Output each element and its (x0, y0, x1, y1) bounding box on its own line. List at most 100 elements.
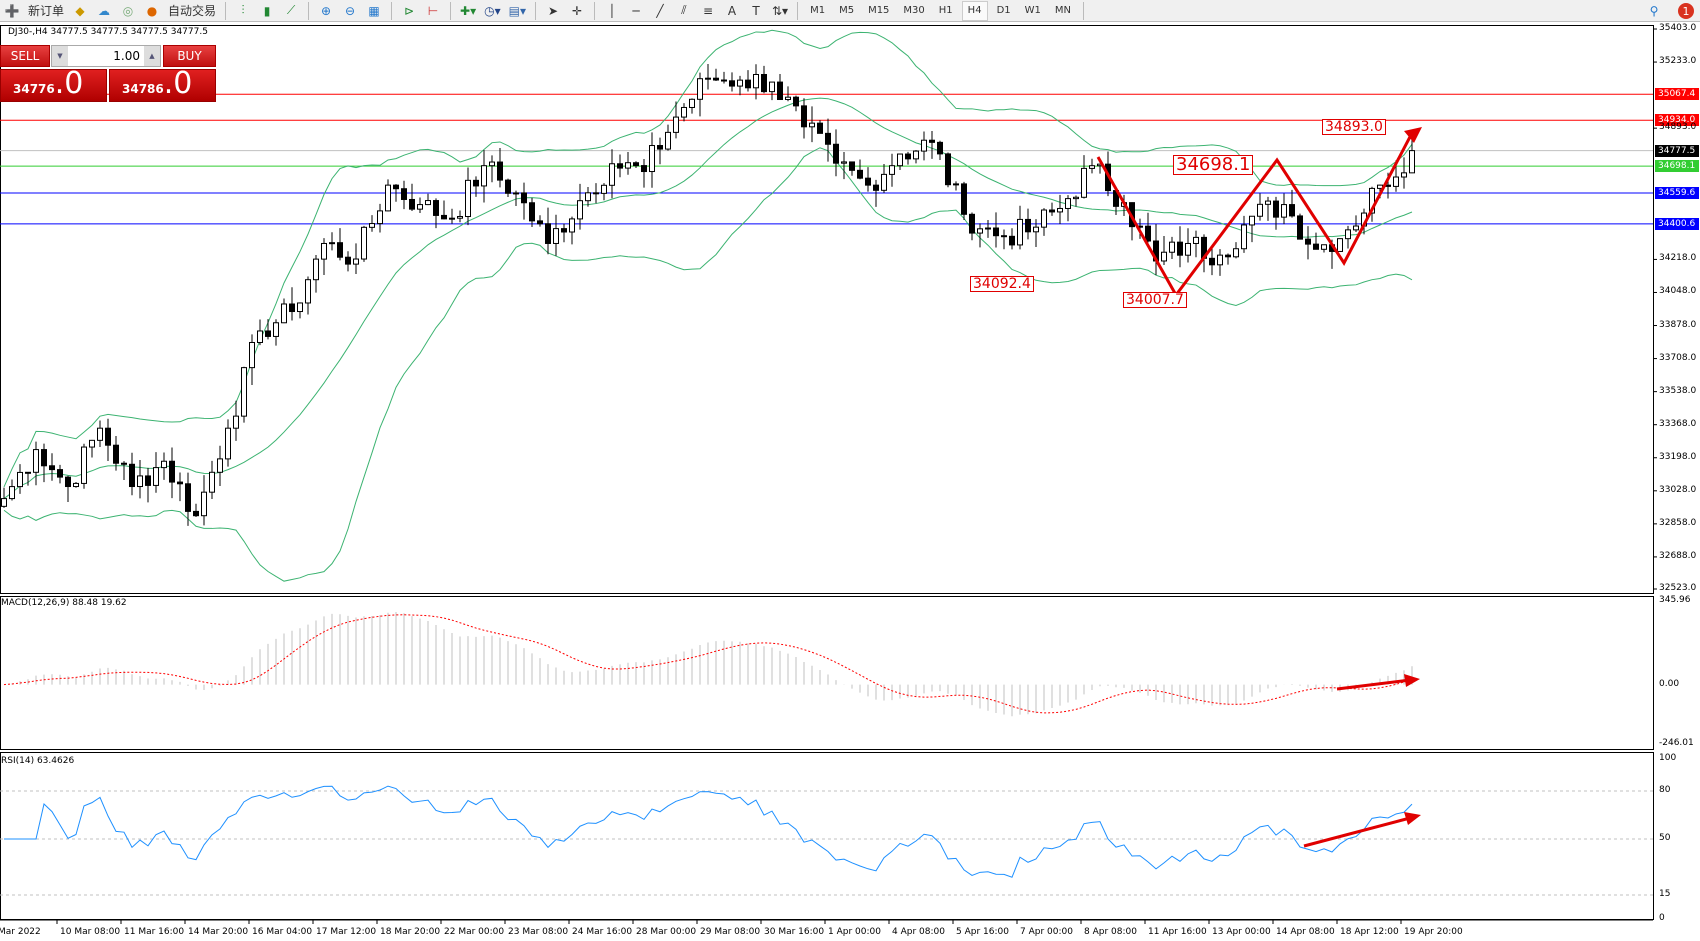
candle-bearish (825, 132, 831, 145)
buy-button[interactable]: BUY (163, 45, 216, 67)
autoscroll-icon[interactable]: ⊳ (404, 3, 415, 18)
decrease-lot-icon[interactable]: ▼ (52, 46, 68, 66)
vertical-line-icon[interactable]: │ (608, 3, 616, 18)
candle-bullish (1057, 207, 1063, 213)
candle-bearish (185, 483, 191, 512)
templates-icon[interactable]: ▤▾ (508, 3, 526, 18)
equidistant-channel-icon[interactable]: ⫽ (681, 3, 687, 17)
timeframe-d1[interactable]: D1 (996, 5, 1011, 16)
buy-price[interactable]: 34786.0 (109, 69, 216, 102)
candle-bullish (889, 165, 895, 175)
trendline-icon[interactable]: ╱ (656, 3, 664, 18)
price-axis-label: 34048.0 (1659, 286, 1697, 297)
annotation-34893[interactable]: 34893.0 (1322, 119, 1386, 135)
sell-price[interactable]: 34776.0 (0, 69, 107, 102)
annotation-34007[interactable]: 34007.7 (1123, 292, 1187, 308)
candle-bullish (689, 98, 695, 108)
main-panel (0, 25, 1654, 594)
timeframe-m15[interactable]: M15 (868, 5, 890, 16)
timeframe-m5[interactable]: M5 (839, 5, 855, 16)
candle-bearish (113, 444, 119, 464)
price-tag: 34559.6 (1655, 186, 1699, 199)
arrows-icon[interactable]: ⇅▾ (771, 3, 789, 18)
candle-bearish (105, 427, 111, 446)
tile-windows-icon[interactable]: ▦ (368, 3, 380, 18)
candle-bearish (1313, 243, 1319, 250)
bollinger-upper (3, 29, 1413, 488)
navigator-icon[interactable]: ☁ (98, 3, 111, 18)
auto-trading-button[interactable]: 自动交易 (168, 4, 217, 18)
candle-bullish (465, 179, 471, 218)
candle-bearish (849, 161, 855, 171)
annotation-34092[interactable]: 34092.4 (970, 276, 1034, 292)
timeframe-m1[interactable]: M1 (810, 5, 826, 16)
candle-bearish (905, 153, 911, 160)
signals-icon[interactable]: ◎ (122, 3, 134, 18)
right-tools: ⚲ 1 (1644, 0, 1694, 22)
candle-bearish (441, 214, 447, 220)
fibonacci-icon[interactable]: ≡ (702, 3, 714, 18)
candle-bearish (65, 476, 71, 488)
candle-bullish (241, 367, 247, 417)
candle-bearish (713, 77, 719, 81)
candle-bullish (377, 210, 383, 225)
line-chart-icon[interactable]: ⟋ (286, 3, 296, 17)
candle-bullish (73, 482, 79, 488)
auto-trading-icon[interactable]: ● (146, 3, 158, 18)
timeframe-h4[interactable]: H4 (961, 0, 988, 21)
zoom-out-icon[interactable]: ⊖ (345, 3, 356, 18)
increase-lot-icon[interactable]: ▲ (144, 46, 160, 66)
candle-bearish (129, 463, 135, 488)
candle-bullish (33, 449, 39, 473)
annotation-34698[interactable]: 34698.1 (1173, 155, 1254, 175)
separator (593, 1, 595, 20)
candlestick-icon[interactable]: ▮ (263, 3, 271, 18)
timeframe-mn[interactable]: MN (1054, 5, 1071, 16)
candle-bullish (1257, 203, 1263, 217)
horizontal-line-icon[interactable]: ─ (632, 3, 640, 18)
candle-bearish (1177, 241, 1183, 256)
candle-bearish (561, 228, 567, 233)
candle-bullish (97, 427, 103, 441)
candle-bearish (1145, 225, 1151, 242)
sell-button[interactable]: SELL (0, 45, 50, 67)
separator (225, 1, 227, 20)
candle-bearish (41, 449, 47, 467)
lot-size-stepper[interactable]: ▼ 1.00 ▲ (51, 45, 161, 67)
time-axis-label: 29 Mar 08:00 (700, 927, 761, 937)
candle-bearish (345, 256, 351, 265)
lot-size-input[interactable]: 1.00 (113, 49, 140, 63)
candle-bullish (353, 258, 359, 265)
candle-bearish (1297, 215, 1303, 240)
price-axis-label: 33368.0 (1659, 418, 1697, 429)
timeframe-w1[interactable]: W1 (1024, 5, 1041, 16)
candle-bullish (489, 161, 495, 167)
text-label-icon[interactable]: T (752, 3, 760, 18)
periods-icon[interactable]: ◷▾ (484, 3, 501, 18)
price-axis-label: 32523.0 (1659, 583, 1697, 593)
search-icon[interactable]: ⚲ (1649, 4, 1659, 18)
candle-bearish (193, 510, 199, 517)
chart-shift-icon[interactable]: ⊢ (427, 3, 439, 18)
candle-bullish (481, 165, 487, 187)
separator (450, 1, 452, 20)
bar-chart-icon[interactable]: ⫶ (241, 3, 245, 17)
cursor-icon[interactable]: ➤ (547, 3, 559, 18)
price-chart[interactable] (0, 23, 1700, 941)
candle-bullish (457, 216, 463, 219)
candle-bearish (169, 460, 175, 483)
candle-bullish (681, 106, 687, 118)
price-axis-label: 35403.0 (1659, 23, 1697, 33)
crosshair-icon[interactable]: ✛ (571, 3, 583, 18)
timeframe-h1[interactable]: H1 (938, 5, 953, 16)
timeframe-m30[interactable]: M30 (903, 5, 925, 16)
notification-badge[interactable]: 1 (1678, 3, 1694, 19)
indicators-icon[interactable]: ✚▾ (460, 3, 477, 18)
macd-panel (0, 596, 1654, 750)
new-order-button[interactable]: 新订单 (28, 4, 65, 18)
candle-bullish (1369, 187, 1375, 214)
zoom-in-icon[interactable]: ⊕ (321, 3, 332, 18)
text-icon[interactable]: A (727, 3, 737, 18)
new-order-icon[interactable]: ➕ (4, 3, 20, 18)
market-watch-icon[interactable]: ◆ (75, 3, 85, 18)
